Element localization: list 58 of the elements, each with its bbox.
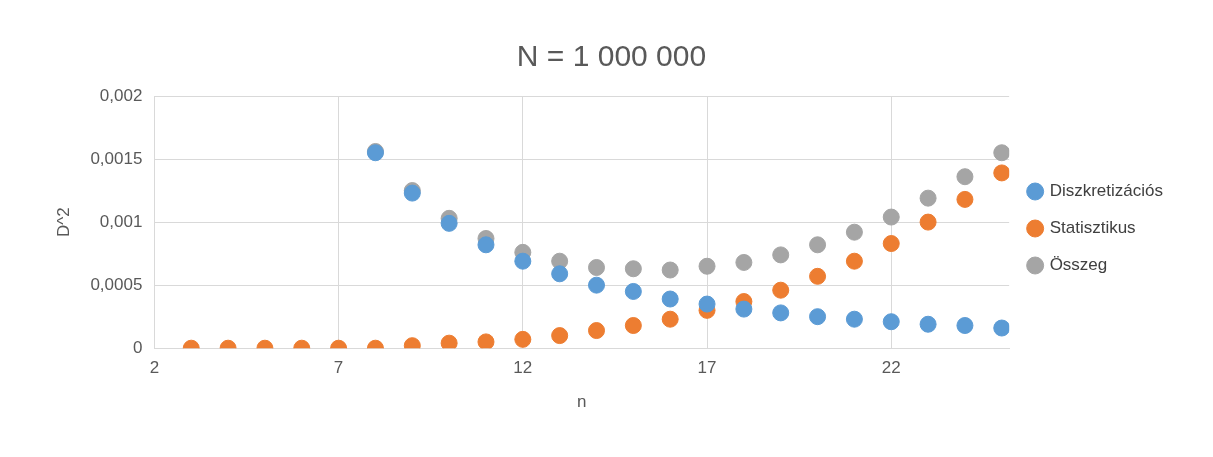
point — [624, 260, 642, 278]
point — [809, 308, 827, 326]
point — [919, 315, 937, 333]
point — [919, 189, 937, 207]
point — [588, 276, 606, 294]
point — [882, 208, 900, 226]
point — [956, 317, 974, 334]
chart-title: N = 1 000 000 — [516, 39, 707, 73]
point — [440, 214, 458, 232]
legend-label: Összeg — [1049, 255, 1108, 275]
point — [477, 333, 495, 349]
point — [624, 282, 642, 300]
point — [882, 313, 900, 331]
x-tick-label: 7 — [333, 358, 344, 378]
point — [809, 267, 827, 285]
point — [772, 304, 790, 322]
legend-label: Diszkretizációs — [1049, 181, 1163, 201]
point — [735, 300, 753, 318]
point — [882, 235, 900, 253]
point — [993, 164, 1010, 182]
x-axis-title: n — [577, 392, 587, 412]
point — [588, 259, 606, 276]
point — [919, 213, 937, 231]
point — [956, 168, 974, 186]
x-tick-label: 12 — [513, 358, 533, 378]
point — [551, 327, 569, 345]
point — [772, 281, 790, 299]
point — [551, 265, 569, 283]
y-tick-label: 0 — [132, 337, 143, 357]
y-axis-title: D^2 — [53, 207, 73, 237]
y-tick-label: 0,002 — [99, 85, 143, 105]
point — [845, 252, 863, 270]
point — [661, 261, 679, 279]
y-tick-label: 0,0015 — [90, 148, 143, 168]
point — [845, 223, 863, 241]
x-tick-label: 22 — [881, 358, 901, 378]
point — [993, 319, 1010, 337]
point — [661, 310, 679, 328]
point — [698, 295, 716, 313]
x-tick-label: 2 — [149, 358, 160, 378]
point — [956, 190, 974, 208]
point — [661, 290, 679, 308]
point — [698, 257, 716, 275]
point — [588, 322, 606, 340]
point — [809, 236, 827, 254]
legend-label: Statisztikus — [1049, 218, 1136, 238]
y-tick-label: 0,001 — [99, 211, 143, 231]
point — [440, 334, 458, 349]
point — [845, 310, 863, 328]
point — [477, 236, 495, 254]
point — [735, 253, 753, 271]
point — [514, 330, 532, 348]
point — [514, 252, 532, 270]
point — [624, 317, 642, 334]
y-tick-label: 0,0005 — [90, 274, 143, 294]
point — [993, 144, 1010, 162]
point — [772, 246, 790, 264]
x-tick-label: 17 — [697, 358, 717, 378]
